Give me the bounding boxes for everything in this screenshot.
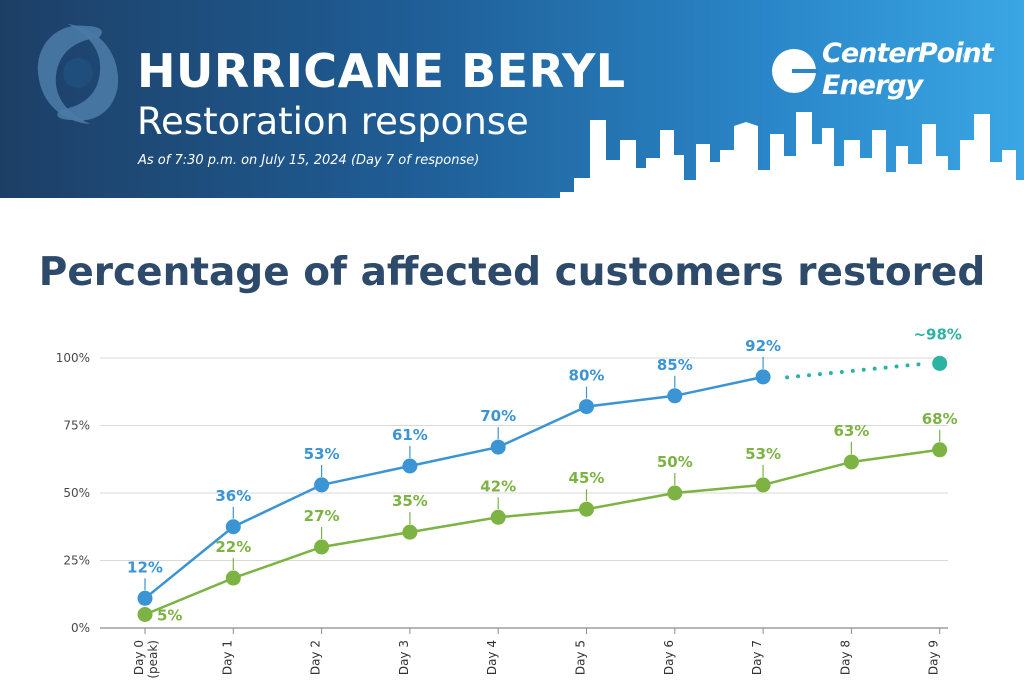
chart-title: Percentage of affected customers restore…: [38, 250, 986, 295]
data-label-green: 35%: [392, 492, 428, 510]
data-point-blue: [314, 477, 330, 493]
centerpoint-logo-mark: [772, 49, 818, 93]
header-banner: HURRICANE BERYL Restoration response As …: [0, 0, 1024, 198]
data-point-green: [579, 501, 594, 517]
logo-registered-mark: ®: [962, 52, 971, 62]
data-label-green: 45%: [569, 469, 605, 487]
x-tick-label: Day 3: [397, 640, 411, 675]
data-point-green: [314, 539, 330, 555]
data-point-green: [225, 570, 241, 586]
x-tick-label: Day 8: [838, 640, 852, 675]
data-point-green: [932, 442, 948, 458]
data-point-blue: [667, 388, 683, 404]
y-tick-label-100: 100%: [56, 351, 90, 365]
data-label-green: 50%: [657, 453, 693, 471]
data-point-green: [490, 509, 506, 525]
header-subtitle: Restoration response: [137, 100, 529, 143]
city-skyline: [560, 112, 1024, 198]
line-chart: 0%25%50%75%100% Day 0 (peak) Day 1 Day 2 Day…: [56, 325, 962, 679]
as-of-timestamp: As of 7:30 p.m. on July 15, 2024 (Day 7 …: [138, 153, 480, 168]
x-tick-label: Day 9: [927, 640, 941, 675]
projection-series: [785, 355, 948, 380]
data-label-blue: 92%: [745, 337, 781, 355]
logo-text-energy: Energy: [822, 70, 923, 101]
data-label-green: 42%: [480, 477, 516, 495]
projection-label: ~98%: [913, 325, 961, 343]
data-label-blue: 80%: [569, 367, 605, 385]
x-tick-label: Day 0: [132, 640, 146, 675]
x-axis: Day 0 (peak) Day 1 Day 2 Day 3 Day 4 Day 5 Day …: [100, 627, 948, 679]
data-label-green: 53%: [745, 445, 781, 463]
x-tick-label: Day 4: [485, 640, 499, 675]
data-label-green: 5%: [157, 607, 182, 625]
data-label-green: 68%: [922, 410, 958, 428]
x-tick-label: (peak): [146, 640, 160, 679]
data-label-blue: 12%: [127, 558, 163, 576]
y-tick-label-75: 75%: [63, 419, 90, 433]
y-tick-label-25: 25%: [63, 554, 90, 568]
x-tick-label: Day 5: [574, 640, 588, 675]
header-title: HURRICANE BERYL: [137, 44, 626, 98]
data-point-blue: [579, 399, 594, 415]
data-point-blue: [755, 369, 771, 385]
chart-series: [137, 369, 948, 622]
x-tick-label: Day 1: [220, 640, 234, 675]
data-label-green: 22%: [215, 538, 251, 556]
data-point-green: [402, 524, 418, 540]
data-label-green: 63%: [833, 422, 869, 440]
x-tick-label: Day 2: [309, 640, 323, 675]
hurricane-icon: [37, 24, 119, 124]
data-point-blue: [490, 439, 506, 455]
data-point-blue: [225, 519, 241, 535]
y-axis-ticks: 0% 25% 50% 75% 100%: [56, 351, 90, 635]
data-point-green: [755, 477, 771, 493]
data-point-green: [843, 454, 859, 470]
data-label-green: 27%: [304, 507, 340, 525]
data-label-blue: 36%: [215, 487, 251, 505]
data-label-blue: 61%: [392, 426, 428, 444]
logo-text-centerpoint: CenterPoint: [822, 38, 994, 69]
series-line-green: [144, 448, 940, 616]
data-point-blue: [402, 458, 418, 474]
series-line-blue: [144, 375, 764, 600]
data-point-blue: [137, 590, 153, 606]
y-tick-label-50: 50%: [63, 486, 90, 500]
data-point-green: [667, 485, 683, 501]
y-tick-label-0: 0%: [71, 621, 90, 635]
data-labels: ~98% 12% 36% 53% 61% 70% 80% 85% 92% 5% 22% 27% 35% 4…: [127, 325, 962, 624]
data-label-blue: 53%: [304, 445, 340, 463]
projection-line: [785, 361, 930, 380]
x-tick-label: Day 7: [750, 640, 764, 675]
x-tick-label: Day 6: [662, 640, 676, 675]
data-label-blue: 70%: [480, 407, 516, 425]
data-label-blue: 85%: [657, 356, 693, 374]
projection-point: [932, 355, 948, 371]
data-point-green: [137, 607, 153, 622]
